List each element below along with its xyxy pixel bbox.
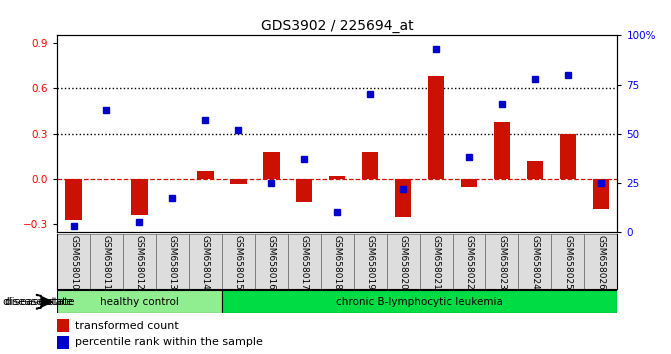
Bar	[57, 319, 69, 332]
Text: GSM658019: GSM658019	[366, 235, 374, 290]
Bar	[230, 179, 246, 183]
Text: GSM658010: GSM658010	[69, 235, 78, 290]
Text: healthy control: healthy control	[100, 297, 179, 307]
Text: GSM658011: GSM658011	[102, 235, 111, 290]
Bar	[395, 179, 411, 217]
Text: disease state: disease state	[3, 297, 73, 307]
Bar	[222, 290, 617, 313]
Bar	[527, 161, 543, 179]
Text: disease state: disease state	[5, 297, 74, 307]
Text: GSM658013: GSM658013	[168, 235, 177, 290]
Title: GDS3902 / 225694_at: GDS3902 / 225694_at	[261, 19, 413, 33]
Bar	[362, 152, 378, 179]
Bar	[428, 76, 444, 179]
Bar	[57, 336, 69, 349]
Text: GSM658018: GSM658018	[333, 235, 342, 290]
Bar	[197, 171, 213, 179]
Text: GSM658025: GSM658025	[564, 235, 572, 290]
Text: GSM658024: GSM658024	[530, 235, 539, 290]
Bar	[57, 290, 222, 313]
Text: GSM658021: GSM658021	[431, 235, 441, 290]
Bar	[123, 234, 156, 289]
Bar	[296, 179, 313, 202]
Bar	[519, 234, 552, 289]
Text: GSM658023: GSM658023	[497, 235, 507, 290]
Bar	[65, 179, 82, 220]
Bar	[552, 234, 584, 289]
Bar	[255, 234, 288, 289]
Bar	[461, 179, 477, 187]
Text: GSM658026: GSM658026	[597, 235, 605, 290]
Bar	[288, 234, 321, 289]
Bar	[452, 234, 486, 289]
Bar	[189, 234, 222, 289]
Text: GSM658020: GSM658020	[399, 235, 407, 290]
Bar	[486, 234, 519, 289]
Bar	[592, 179, 609, 209]
Bar	[321, 234, 354, 289]
Text: GSM658022: GSM658022	[464, 235, 474, 290]
Text: GSM658017: GSM658017	[300, 235, 309, 290]
Text: GSM658012: GSM658012	[135, 235, 144, 290]
Bar	[132, 179, 148, 215]
Bar	[494, 121, 510, 179]
Bar	[90, 234, 123, 289]
Bar	[584, 234, 617, 289]
Text: chronic B-lymphocytic leukemia: chronic B-lymphocytic leukemia	[336, 297, 503, 307]
Bar	[263, 152, 280, 179]
Bar	[57, 234, 90, 289]
Bar	[329, 176, 346, 179]
Text: GSM658015: GSM658015	[234, 235, 243, 290]
FancyArrow shape	[36, 294, 52, 309]
Text: GSM658016: GSM658016	[267, 235, 276, 290]
Bar	[222, 234, 255, 289]
Bar	[560, 133, 576, 179]
Text: transformed count: transformed count	[75, 321, 178, 331]
Text: percentile rank within the sample: percentile rank within the sample	[75, 337, 263, 347]
Bar	[419, 234, 452, 289]
Text: GSM658014: GSM658014	[201, 235, 210, 290]
Bar	[386, 234, 419, 289]
Bar	[354, 234, 386, 289]
Bar	[156, 234, 189, 289]
